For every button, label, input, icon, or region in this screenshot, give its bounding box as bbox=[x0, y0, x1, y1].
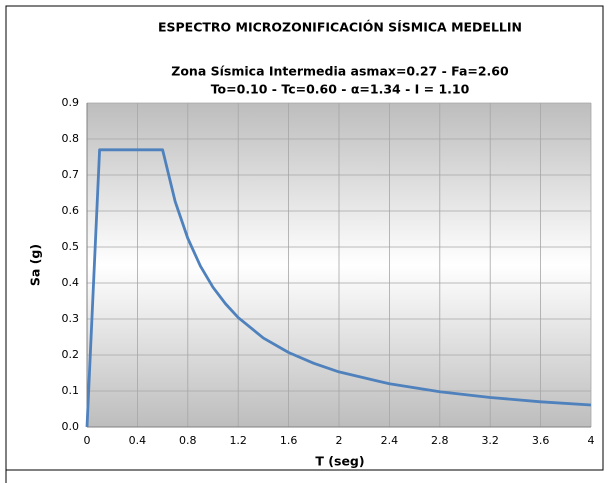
y-tick-label: 0.5 bbox=[62, 240, 80, 253]
x-tick-label: 2.4 bbox=[381, 434, 399, 447]
x-tick-label: 3.6 bbox=[532, 434, 550, 447]
x-tick-label: 1.6 bbox=[280, 434, 298, 447]
y-tick-label: 0.0 bbox=[62, 420, 80, 433]
x-tick-label: 0.8 bbox=[179, 434, 197, 447]
series-line bbox=[85, 148, 592, 428]
x-tick-label: 2 bbox=[336, 434, 343, 447]
x-tick-label: 4 bbox=[588, 434, 595, 447]
y-tick-label: 0.8 bbox=[62, 132, 80, 145]
y-tick-label: 0.2 bbox=[62, 348, 80, 361]
y-tick-label: 0.3 bbox=[62, 312, 80, 325]
x-tick-label: 1.2 bbox=[229, 434, 247, 447]
chart-title: ESPECTRO MICROZONIFICACIÓN SÍSMICA MEDEL… bbox=[158, 20, 522, 35]
y-tick-label: 0.7 bbox=[62, 168, 80, 181]
x-axis-label: T (seg) bbox=[315, 454, 364, 469]
subtitle: Zona Sísmica Intermedia asmax=0.27 - Fa=… bbox=[171, 64, 509, 79]
y-tick-label: 0.1 bbox=[62, 384, 80, 397]
x-tick-label: 0 bbox=[84, 434, 91, 447]
y-tick-label: 0.4 bbox=[62, 276, 80, 289]
x-tick-label: 3.2 bbox=[481, 434, 499, 447]
y-tick-label: 0.9 bbox=[62, 96, 80, 109]
y-axis-label: Sa (g) bbox=[28, 244, 43, 286]
x-tick-label: 2.8 bbox=[431, 434, 449, 447]
subtitle: To=0.10 - Tc=0.60 - α=1.34 - I = 1.10 bbox=[211, 82, 470, 97]
y-tick-label: 0.6 bbox=[62, 204, 80, 217]
x-tick-label: 0.4 bbox=[129, 434, 147, 447]
